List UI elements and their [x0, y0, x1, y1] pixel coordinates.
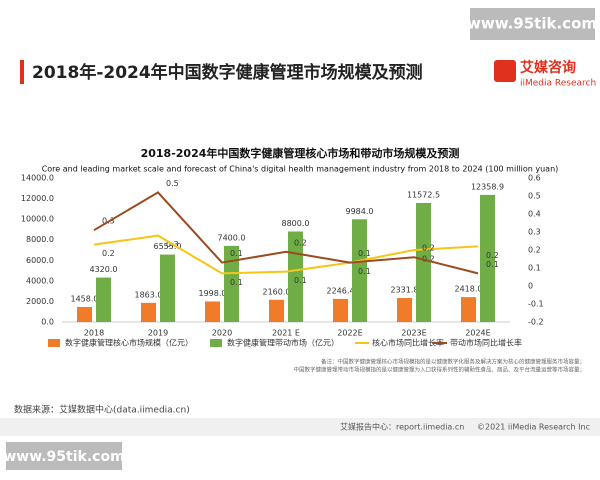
x-tick-label: 2018: [84, 329, 104, 338]
legend-label: 核心市场同比增长率: [372, 338, 444, 348]
line-value-label: 0.1: [358, 267, 371, 276]
line-value-label: 0.1: [486, 260, 499, 269]
bar-value-label: 1863.0: [135, 290, 163, 299]
y-tick-label: 8000.0: [26, 235, 54, 244]
logo-icon: [494, 60, 516, 82]
y2-tick-label: 0: [528, 282, 533, 291]
bar: [333, 298, 348, 322]
watermark: www.95tik.com: [467, 15, 597, 33]
y2-tick-label: 0.2: [528, 246, 541, 255]
bar-value-label: 12358.9: [471, 182, 504, 191]
bar-value-label: 2246.4: [327, 286, 355, 295]
y-tick-label: 12000.0: [21, 194, 54, 203]
bar: [416, 202, 431, 322]
line-value-label: 0.2: [486, 251, 499, 260]
title-accent: [20, 60, 24, 84]
y-tick-label: 14000.0: [21, 174, 54, 183]
chart-title: 2018-2024年中国数字健康管理核心市场和带动市场规模及预测: [141, 146, 460, 160]
bar-value-label: 2331.8: [391, 286, 419, 295]
bar-value-label: 6555.0: [154, 242, 182, 251]
x-tick-label: 2024E: [465, 329, 490, 338]
line: [93, 191, 479, 275]
bar: [461, 297, 476, 322]
line-value-label: 0.1: [230, 278, 243, 287]
line: [93, 234, 479, 275]
bar: [77, 307, 92, 322]
bar: [141, 302, 156, 322]
bar: [96, 277, 111, 322]
y2-tick-label: -0.1: [528, 300, 544, 309]
bar-value-label: 1998.0: [199, 289, 227, 298]
x-tick-label: 2020: [212, 329, 232, 338]
legend-label: 数字健康管理带动市场（亿元）: [227, 338, 339, 348]
y2-tick-label: 0.3: [528, 228, 541, 237]
bar-value-label: 4320.0: [90, 265, 118, 274]
line-value-label: 0.2: [294, 238, 307, 247]
bar: [480, 194, 495, 322]
bar-value-label: 1458.0: [71, 295, 99, 304]
y2-tick-label: 0.1: [528, 264, 541, 273]
x-tick-label: 2021 E: [272, 329, 300, 338]
footer-band: [0, 418, 600, 436]
bar: [397, 298, 412, 322]
watermark-box: [6, 442, 122, 470]
y2-tick-label: 0.4: [528, 210, 541, 219]
line-value-label: 0.2: [102, 249, 115, 258]
bar-value-label: 7400.0: [218, 233, 246, 242]
bar: [269, 299, 284, 322]
chart-subtitle: Core and leading market scale and foreca…: [42, 165, 559, 174]
bar: [205, 301, 220, 322]
y2-tick-label: -0.2: [528, 318, 544, 327]
y-tick-label: 4000.0: [26, 276, 54, 285]
note: 备注：中国数字健康管理核心市场规模指的是以健康数字化服务及解决方案为核心的健康管…: [321, 358, 585, 366]
watermark-box: [470, 8, 595, 40]
y-tick-label: 6000.0: [26, 256, 54, 265]
logo: 艾媒咨询: [520, 59, 576, 76]
y2-tick-label: 0.5: [528, 192, 541, 201]
x-tick-label: 2023E: [401, 329, 426, 338]
page-title: 2018年-2024年中国数字健康管理市场规模及预测: [32, 62, 423, 83]
legend-swatch: [210, 339, 222, 347]
logo-en: iiMedia Research: [520, 79, 596, 89]
line-value-label: 0.1: [294, 276, 307, 285]
legend-label: 带动市场同比增长率: [450, 338, 522, 348]
y2-tick-label: 0.6: [528, 174, 541, 183]
bar: [224, 245, 239, 322]
bar: [160, 254, 175, 322]
watermark: www.95tik.com: [3, 449, 124, 465]
legend-swatch: [48, 339, 60, 347]
bar-value-label: 8800.0: [282, 219, 310, 228]
y-tick-label: 10000.0: [21, 215, 54, 224]
y-tick-label: 0.0: [41, 318, 54, 327]
footer-right: ©2021 iiMedia Research Inc: [477, 423, 590, 432]
line-value-label: 0.2: [422, 244, 435, 253]
note: 中国数字健康管理带动市场规模指的是以健康管理为入口获得系列性的辅助性食品、商品、…: [293, 366, 585, 374]
line-value-label: 0.1: [230, 249, 243, 258]
x-tick-label: 2019: [148, 329, 168, 338]
bar-value-label: 2160.0: [263, 287, 291, 296]
bar-value-label: 9984.0: [346, 207, 374, 216]
footer-left: 艾媒报告中心：report.iimedia.cn: [340, 422, 464, 432]
line-value-label: 0.5: [166, 179, 179, 188]
bar-value-label: 11572.5: [407, 190, 440, 199]
y-tick-label: 2000.0: [26, 297, 54, 306]
bar-value-label: 2418.0: [455, 285, 483, 294]
legend-label: 数字健康管理核心市场规模（亿元）: [65, 338, 193, 348]
line-value-label: 0.2: [422, 255, 435, 264]
bar: [352, 219, 367, 322]
source: 数据来源：艾媒数据中心(data.iimedia.cn): [14, 404, 190, 416]
x-tick-label: 2022E: [337, 329, 362, 338]
line-value-label: 0.1: [358, 249, 371, 258]
